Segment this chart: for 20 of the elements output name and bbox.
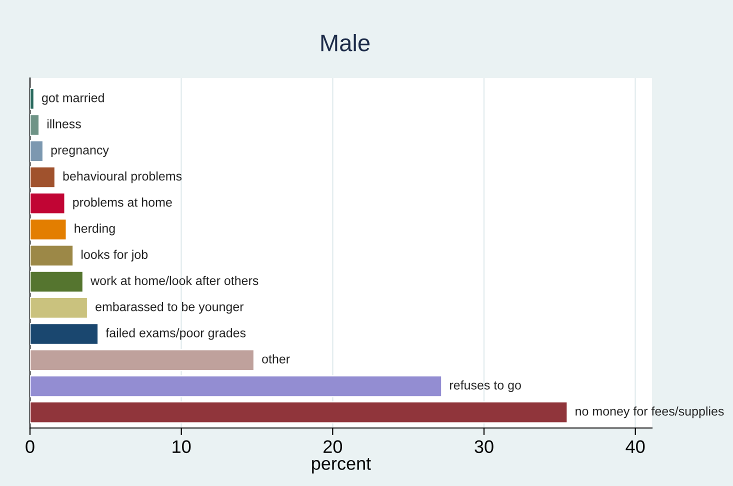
x-axis-title: percent — [312, 458, 371, 474]
chart-title: Male — [321, 34, 370, 52]
x-tick-label: 30 — [474, 440, 494, 454]
y-tick-label: failed exams/poor grades — [106, 328, 246, 340]
y-tick-label: refuses to go — [450, 380, 521, 392]
x-tick-label: 40 — [626, 440, 645, 454]
y-tick-label: pregnancy — [51, 148, 109, 157]
y-tick-label: herding — [74, 224, 115, 236]
y-tick-label: embarassed to be younger — [96, 302, 244, 314]
x-tick-label: 0 — [26, 440, 34, 454]
y-tick-label: no money for fees/supplies — [576, 406, 724, 418]
y-tick-label: illness — [47, 119, 81, 128]
x-tick-label: 20 — [324, 440, 342, 454]
y-tick-label: work at home/look after others — [90, 276, 258, 286]
y-tick-label: other — [262, 354, 290, 364]
x-tick-label: 10 — [172, 440, 191, 454]
y-tick-label: got married — [42, 93, 104, 105]
y-tick-label: problems at home — [73, 198, 172, 210]
y-tick-label: looks for job — [82, 250, 148, 262]
y-tick-label: behavioural problems — [63, 171, 182, 184]
